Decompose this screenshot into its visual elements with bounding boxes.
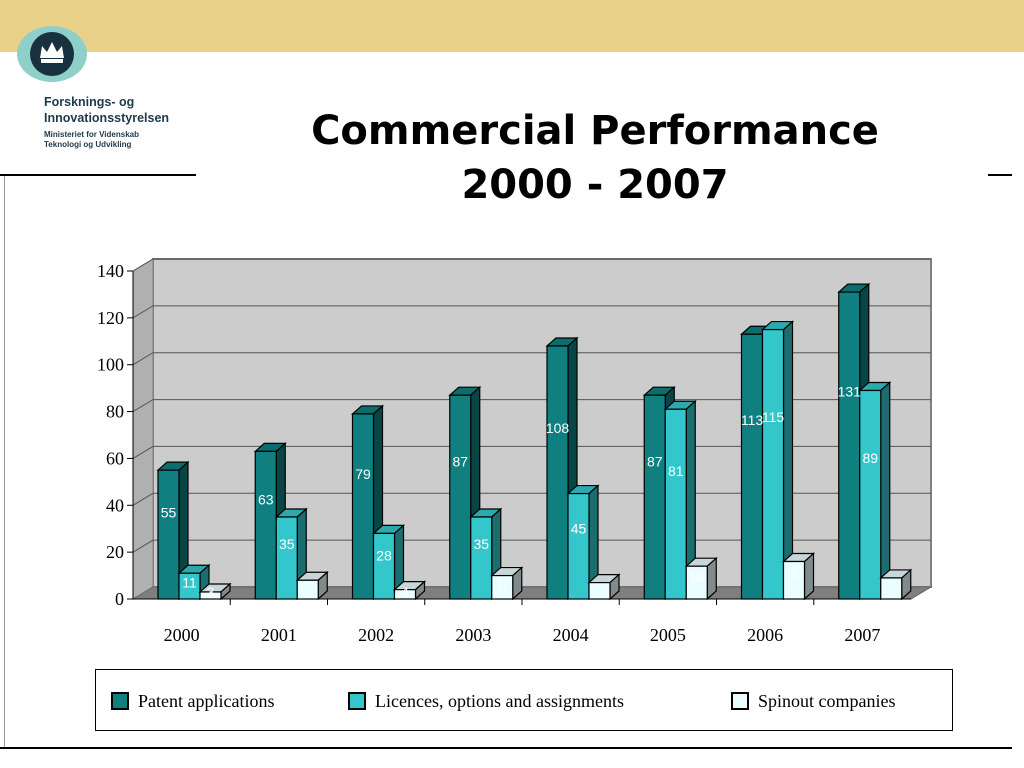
bar: [178, 572, 201, 600]
data-label: 113: [741, 412, 764, 428]
gridline: [132, 258, 931, 272]
bar: [567, 492, 590, 600]
y-tick-label: 100: [97, 355, 124, 375]
y-tick-label: 40: [106, 495, 124, 515]
x-tick-label: 2006: [747, 625, 783, 645]
ministry-line1: Ministeriet for Videnskab: [44, 130, 139, 139]
data-label: 81: [668, 463, 684, 479]
x-tick-label: 2007: [844, 625, 880, 645]
bar-side: [706, 556, 717, 601]
data-label: 4: [401, 584, 409, 600]
slide-title: Commercial Performance 2000 - 2007: [250, 104, 940, 212]
data-label: 63: [258, 492, 274, 508]
plot-side-wall: [132, 258, 154, 600]
bar: [491, 574, 514, 600]
bar: [838, 291, 861, 600]
frame-left-edge: [4, 176, 5, 748]
data-label: 131: [838, 383, 862, 399]
data-label: 55: [161, 504, 177, 520]
footer-rule: [0, 747, 1012, 749]
organization-name: Forsknings- og Innovationsstyrelsen Mini…: [44, 94, 214, 150]
bar: [643, 394, 666, 600]
bar: [546, 345, 569, 600]
legend-label-spinout: Spinout companies: [758, 691, 896, 711]
data-label: 14: [689, 570, 705, 586]
data-label: 35: [279, 536, 295, 552]
data-label: 87: [452, 453, 468, 469]
bar-side: [880, 381, 891, 601]
data-label: 0: [498, 576, 506, 592]
bar: [449, 394, 472, 600]
y-tick-label: 20: [106, 542, 124, 562]
bar: [880, 577, 903, 600]
org-name-line2: Innovationsstyrelsen: [44, 111, 170, 125]
bar: [254, 450, 277, 600]
bar: [296, 579, 319, 600]
y-tick-label: 80: [106, 402, 124, 422]
bar: [588, 581, 611, 600]
bar: [157, 469, 180, 600]
bar: [393, 589, 417, 600]
bar: [740, 333, 764, 600]
data-label: 108: [546, 420, 570, 436]
bar: [782, 560, 806, 600]
y-tick-label: 120: [97, 308, 124, 328]
title-line2: 2000 - 2007: [461, 162, 729, 208]
bar-side: [803, 552, 815, 601]
data-label: 87: [647, 453, 663, 469]
x-tick-label: 2004: [553, 625, 589, 645]
data-label: 45: [571, 520, 587, 536]
data-label: 28: [376, 547, 392, 563]
crown-emblem-icon: [17, 26, 87, 82]
org-name-line1: Forsknings- og: [44, 95, 135, 109]
legend-label-licences: Licences, options and assignments: [375, 691, 624, 711]
x-tick-label: 2002: [358, 625, 394, 645]
bar: [685, 565, 708, 600]
y-tick-label: 140: [97, 261, 124, 281]
data-label: 35: [473, 536, 489, 552]
header-rule-right: [988, 174, 1012, 176]
x-tick-label: 2001: [261, 625, 297, 645]
bar: [859, 389, 882, 600]
x-tick-label: 2003: [455, 625, 491, 645]
legend-swatch-patent: [111, 692, 129, 710]
data-label: 89: [862, 450, 878, 466]
header-band: [0, 0, 1024, 52]
x-tick-label: 2005: [650, 625, 686, 645]
bar: [470, 516, 493, 600]
bar: [664, 408, 687, 600]
bar: [351, 413, 375, 600]
legend-label-patent: Patent applications: [138, 691, 275, 711]
data-label: 115: [762, 409, 785, 425]
bar: [761, 328, 785, 600]
bar: [372, 532, 396, 600]
y-tick-label: 0: [115, 589, 124, 609]
legend-swatch-licences: [348, 692, 366, 710]
gridline: [132, 305, 931, 319]
bar: [199, 591, 222, 600]
data-label: 79: [355, 466, 371, 482]
header-rule-left: [0, 174, 196, 176]
y-tick-label: 60: [106, 448, 124, 468]
legend-swatch-spinout: [731, 692, 749, 710]
data-label: 11: [182, 574, 197, 590]
data-label: 6: [790, 567, 798, 583]
chart-legend: Patent applications Licences, options an…: [95, 669, 953, 731]
ministry-line2: Teknologi og Udvikling: [44, 140, 132, 149]
x-tick-label: 2000: [164, 625, 200, 645]
bar: [275, 516, 298, 600]
title-line1: Commercial Performance: [311, 108, 879, 154]
data-label: 3: [207, 584, 215, 600]
gridline: [132, 352, 931, 366]
